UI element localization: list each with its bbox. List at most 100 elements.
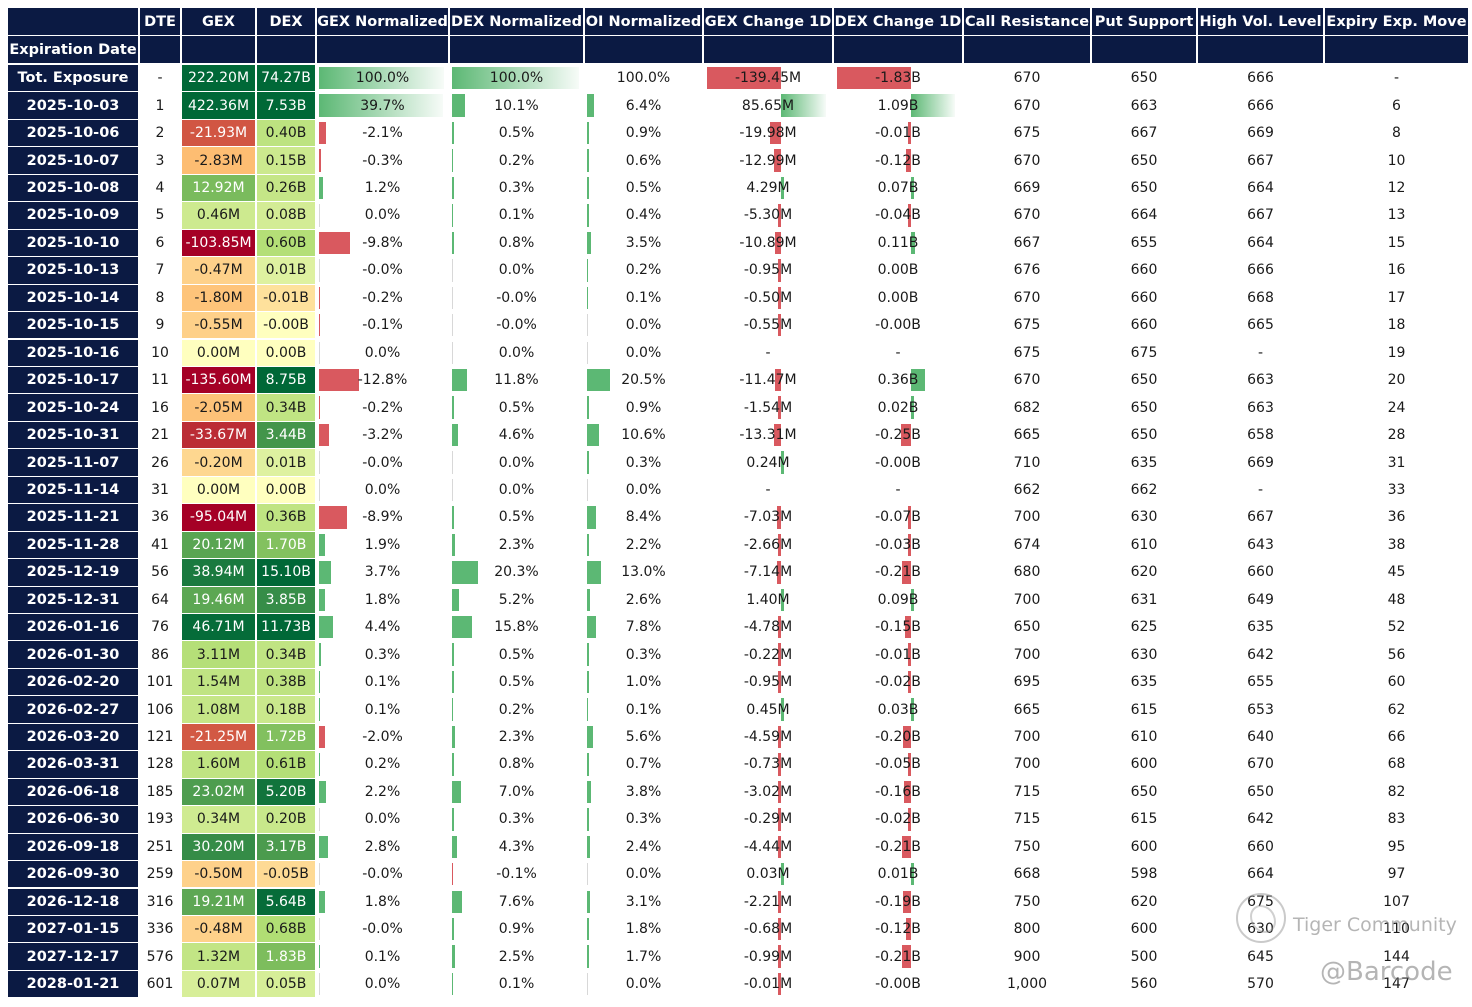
expiration-date-cell: 2025-12-31	[8, 586, 138, 613]
negative-bar	[776, 561, 781, 584]
oi-normalized-cell: 10.6%	[585, 422, 702, 448]
positive-bar	[587, 396, 589, 419]
dte-cell: -	[157, 70, 163, 87]
positive-bar	[319, 643, 321, 666]
high-vol-level-cell: 666	[1247, 70, 1274, 87]
gex-change-cell: -0.01M	[704, 971, 832, 997]
dex-normalized-cell: 0.5%	[450, 504, 583, 530]
oi-normalized-cell: 1.7%	[585, 943, 702, 969]
oi-normalized-cell: 2.4%	[585, 834, 702, 860]
bar-value-label: 0.0%	[625, 866, 662, 883]
negative-bar	[319, 286, 320, 310]
bar-value-label: -0.73M	[743, 756, 793, 773]
positive-bar	[319, 890, 325, 913]
put-support-cell: 650	[1130, 152, 1158, 169]
gex-change-cell: 0.03M	[704, 861, 832, 887]
bar-value-label: -7.03M	[743, 509, 793, 526]
oi-normalized-cell: 0.9%	[585, 120, 702, 146]
expiry-exp-move-cell: 45	[1387, 564, 1406, 581]
dex-change-cell: -0.15B	[834, 614, 962, 640]
bar-value-label: 0.0%	[364, 207, 401, 224]
dex-change-cell: -0.01B	[834, 120, 962, 146]
expiration-date-cell: 2026-03-20	[8, 723, 138, 751]
expiry-exp-move-cell: 19	[1387, 344, 1406, 361]
gex-heat-cell: 19.46M	[182, 586, 255, 613]
expiration-date-cell: 2025-11-28	[8, 531, 138, 559]
dex-heat-cell: 7.53B	[257, 92, 315, 119]
expiry-exp-move-cell: 31	[1387, 454, 1406, 471]
table-row: 2026-06-30 193 0.34M 0.20B 0.0% 0.3% 0.3% -0.29…	[8, 806, 1468, 833]
expiry-exp-move-cell: 15	[1387, 234, 1406, 251]
negative-bar	[905, 149, 911, 172]
bar-value-label: 0.0%	[498, 454, 535, 471]
bar-baseline	[319, 478, 320, 502]
bar-value-label: -12.99M	[739, 152, 797, 169]
bar-value-label: 20.3%	[494, 564, 539, 581]
table-row: 2025-12-19 56 38.94M 15.10B 3.7% 20.3% 13.0% -7…	[8, 559, 1468, 586]
negative-bar	[907, 753, 911, 776]
gex-change-cell: 4.29M	[704, 175, 832, 201]
subheader-row: Expiration Date	[8, 36, 1468, 63]
negative-bar	[777, 808, 781, 831]
dex-change-cell: -0.21B	[834, 834, 962, 860]
table-row: 2026-01-16 76 46.71M 11.73B 4.4% 15.8% 7.8% -4.…	[8, 614, 1468, 641]
bar-value-label: -0.05B	[875, 756, 921, 773]
dex-heat-cell: 0.40B	[257, 119, 315, 147]
bar-value-label: 0.5%	[498, 399, 535, 416]
dex-change-cell: -0.12B	[834, 147, 962, 173]
bar-baseline	[452, 286, 453, 310]
bar-value-label: 0.0%	[498, 262, 535, 279]
expiry-exp-move-cell: 107	[1383, 893, 1410, 910]
put-support-cell: 620	[1130, 893, 1158, 910]
negative-bar	[903, 890, 911, 913]
gex-heat-cell: 1.32M	[182, 943, 255, 970]
bar-value-label: 1.0%	[625, 674, 662, 691]
bar-baseline	[452, 698, 453, 721]
high-vol-level-cell: 663	[1247, 399, 1274, 416]
high-vol-level-cell: 664	[1247, 234, 1274, 251]
bar-value-label: -2.1%	[362, 125, 403, 142]
bar-value-label: -0.22M	[743, 646, 793, 663]
bar-value-label: -1.83B	[875, 70, 921, 87]
bar-value-label: 1.09B	[877, 97, 919, 114]
positive-bar	[452, 780, 461, 804]
dte-cell: 5	[155, 207, 165, 224]
gex-normalized-cell: 0.0%	[317, 477, 448, 503]
positive-bar	[587, 835, 590, 859]
dex-heat-cell: 0.00B	[257, 476, 315, 504]
negative-bar	[777, 725, 781, 749]
negative-bar	[777, 396, 781, 419]
positive-bar	[452, 396, 454, 419]
positive-bar	[452, 835, 458, 859]
dex-heat-cell: -0.00B	[257, 312, 315, 339]
dte-cell: 101	[146, 674, 174, 691]
gex-change-cell: -0.50M	[704, 285, 832, 311]
expiry-exp-move-cell: 6	[1392, 97, 1401, 114]
expiration-date-cell: 2025-10-09	[8, 202, 138, 229]
oi-normalized-cell: 0.6%	[585, 147, 702, 173]
positive-bar	[587, 808, 589, 831]
expiry-exp-move-cell: 68	[1387, 756, 1406, 773]
bar-value-label: -0.04B	[875, 207, 921, 224]
header-gex-change: GEX Change 1D	[704, 8, 832, 35]
positive-bar	[910, 368, 926, 392]
bar-value-label: -139.45M	[734, 70, 802, 87]
dex-normalized-cell: 0.3%	[450, 806, 583, 832]
bar-value-label: -3.2%	[362, 427, 403, 444]
bar-value-label: 0.7%	[625, 756, 662, 773]
positive-bar	[452, 94, 465, 117]
negative-bar	[770, 121, 781, 145]
bar-value-label: -0.2%	[362, 399, 403, 416]
bar-baseline	[319, 808, 320, 831]
bar-value-label: 4.4%	[364, 619, 401, 636]
oi-normalized-cell: 3.8%	[585, 779, 702, 805]
dex-change-cell: -0.12B	[834, 916, 962, 942]
dex-change-cell: 0.03B	[834, 696, 962, 722]
expiry-exp-move-cell: 52	[1387, 619, 1406, 636]
put-support-cell: 620	[1130, 564, 1158, 581]
call-resistance-cell: 675	[1013, 317, 1041, 334]
tiger-community-logo-icon	[1236, 893, 1286, 943]
positive-bar	[780, 698, 784, 721]
bar-value-label: 7.8%	[625, 619, 662, 636]
bar-value-label: -0.07B	[875, 509, 921, 526]
